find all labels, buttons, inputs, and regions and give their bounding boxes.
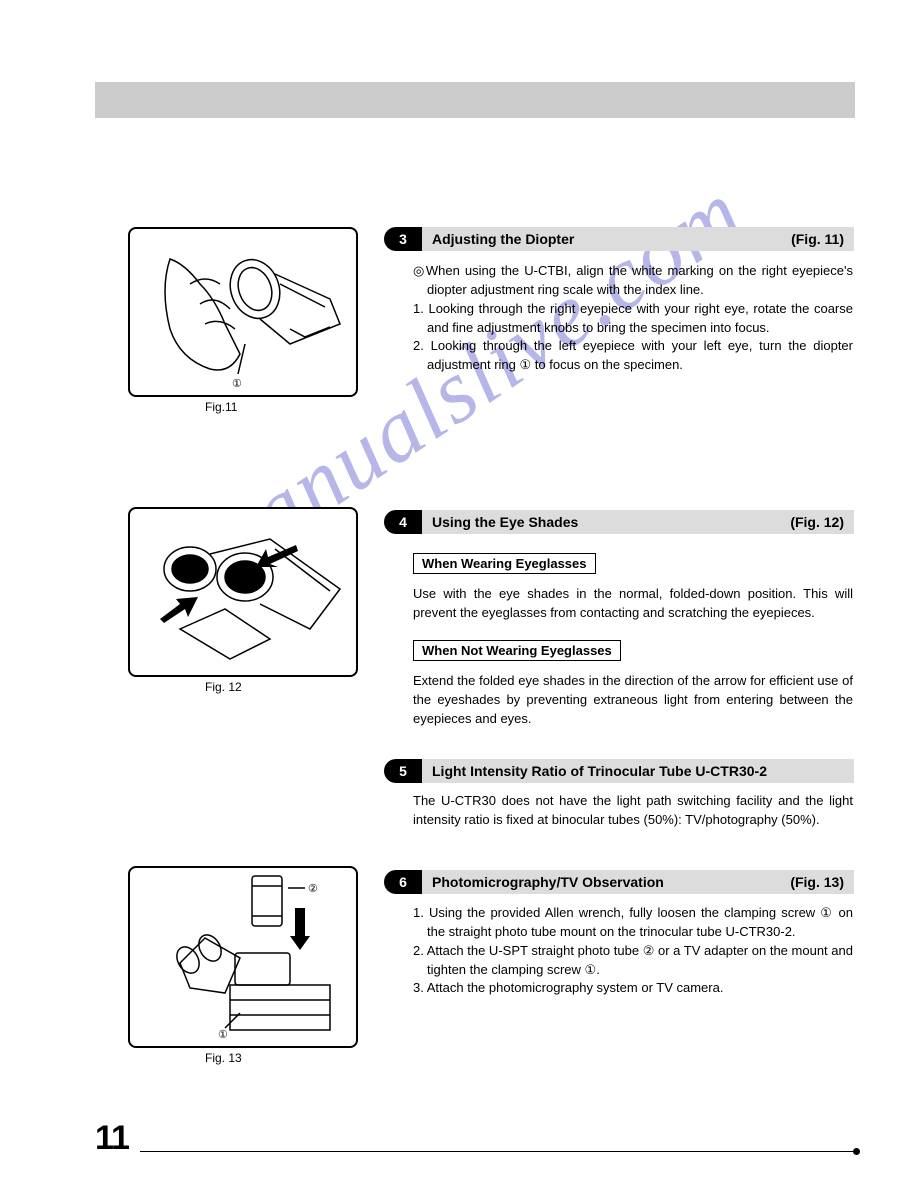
header-bar: [95, 82, 855, 118]
figure-12-box: [128, 507, 358, 677]
section-3-intro: ◎When using the U-CTBI, align the white …: [413, 262, 853, 300]
section-6-titlebar: Photomicrography/TV Observation (Fig. 13…: [422, 870, 854, 894]
figure-12-svg: [130, 509, 356, 675]
section-3-body: ◎When using the U-CTBI, align the white …: [413, 262, 853, 375]
section-4-figref: (Fig. 12): [790, 514, 844, 530]
section-4-titlebar: Using the Eye Shades (Fig. 12): [422, 510, 854, 534]
section-6-figref: (Fig. 13): [790, 874, 844, 890]
section-4-box2: When Not Wearing Eyeglasses: [413, 640, 621, 661]
section-3-circ1: ①: [520, 357, 532, 372]
section-4-box2-wrap: When Not Wearing Eyeglasses: [413, 640, 621, 661]
fig13-callout2: ②: [308, 883, 318, 895]
section-5-para: The U-CTR30 does not have the light path…: [413, 792, 853, 830]
section-3-item1: 1. Looking through the right eyepiece wi…: [413, 300, 853, 338]
section-5-titlebar: Light Intensity Ratio of Trinocular Tube…: [422, 759, 854, 783]
figure-13-caption: Fig. 13: [205, 1051, 242, 1065]
page-dot: [853, 1148, 860, 1155]
page-number: 11: [95, 1119, 129, 1158]
section-4-badge: 4: [384, 510, 422, 534]
section-4-para2: Extend the folded eye shades in the dire…: [413, 672, 853, 729]
section-6-circ2: ②: [643, 943, 655, 958]
section-4-para1: Use with the eye shades in the normal, f…: [413, 585, 853, 623]
figure-11-svg: ①: [130, 229, 356, 395]
section-6-title: Photomicrography/TV Observation: [432, 874, 664, 890]
fig13-callout1: ①: [218, 1029, 228, 1041]
section-4-box1-wrap: When Wearing Eyeglasses: [413, 553, 596, 574]
section-4-box1: When Wearing Eyeglasses: [413, 553, 596, 574]
section-3-title: Adjusting the Diopter: [432, 231, 574, 247]
section-6-item2: 2. Attach the U-SPT straight photo tube …: [413, 942, 853, 980]
section-3-item2: 2. Looking through the left eyepiece wit…: [413, 337, 853, 375]
section-3-titlebar: Adjusting the Diopter (Fig. 11): [422, 227, 854, 251]
section-6-badge: 6: [384, 870, 422, 894]
section-6-item3: 3. Attach the photomicrography system or…: [413, 979, 853, 998]
fig11-callout: ①: [232, 378, 242, 390]
section-3-figref: (Fig. 11): [791, 231, 844, 247]
section-6-item1: 1. Using the provided Allen wrench, full…: [413, 904, 853, 942]
section-3-header: 3 Adjusting the Diopter (Fig. 11): [384, 227, 854, 251]
section-6-circ3: ①: [585, 962, 597, 977]
section-6-header: 6 Photomicrography/TV Observation (Fig. …: [384, 870, 854, 894]
section-5-title: Light Intensity Ratio of Trinocular Tube…: [432, 763, 767, 779]
section-5-header: 5 Light Intensity Ratio of Trinocular Tu…: [384, 759, 854, 783]
section-4-title: Using the Eye Shades: [432, 514, 578, 530]
figure-11-box: ①: [128, 227, 358, 397]
figure-12-caption: Fig. 12: [205, 680, 242, 694]
figure-11-caption: Fig.11: [205, 400, 237, 414]
section-4-header: 4 Using the Eye Shades (Fig. 12): [384, 510, 854, 534]
page-rule: [140, 1151, 855, 1152]
section-5-badge: 5: [384, 759, 422, 783]
section-3-badge: 3: [384, 227, 422, 251]
figure-13-svg: ① ②: [130, 868, 356, 1046]
section-6-circ1: ①: [820, 905, 833, 920]
section-6-body: 1. Using the provided Allen wrench, full…: [413, 904, 853, 998]
figure-13-box: ① ②: [128, 866, 358, 1048]
